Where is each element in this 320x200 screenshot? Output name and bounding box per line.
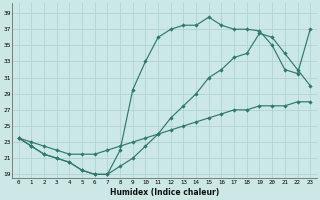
X-axis label: Humidex (Indice chaleur): Humidex (Indice chaleur) [110,188,219,197]
